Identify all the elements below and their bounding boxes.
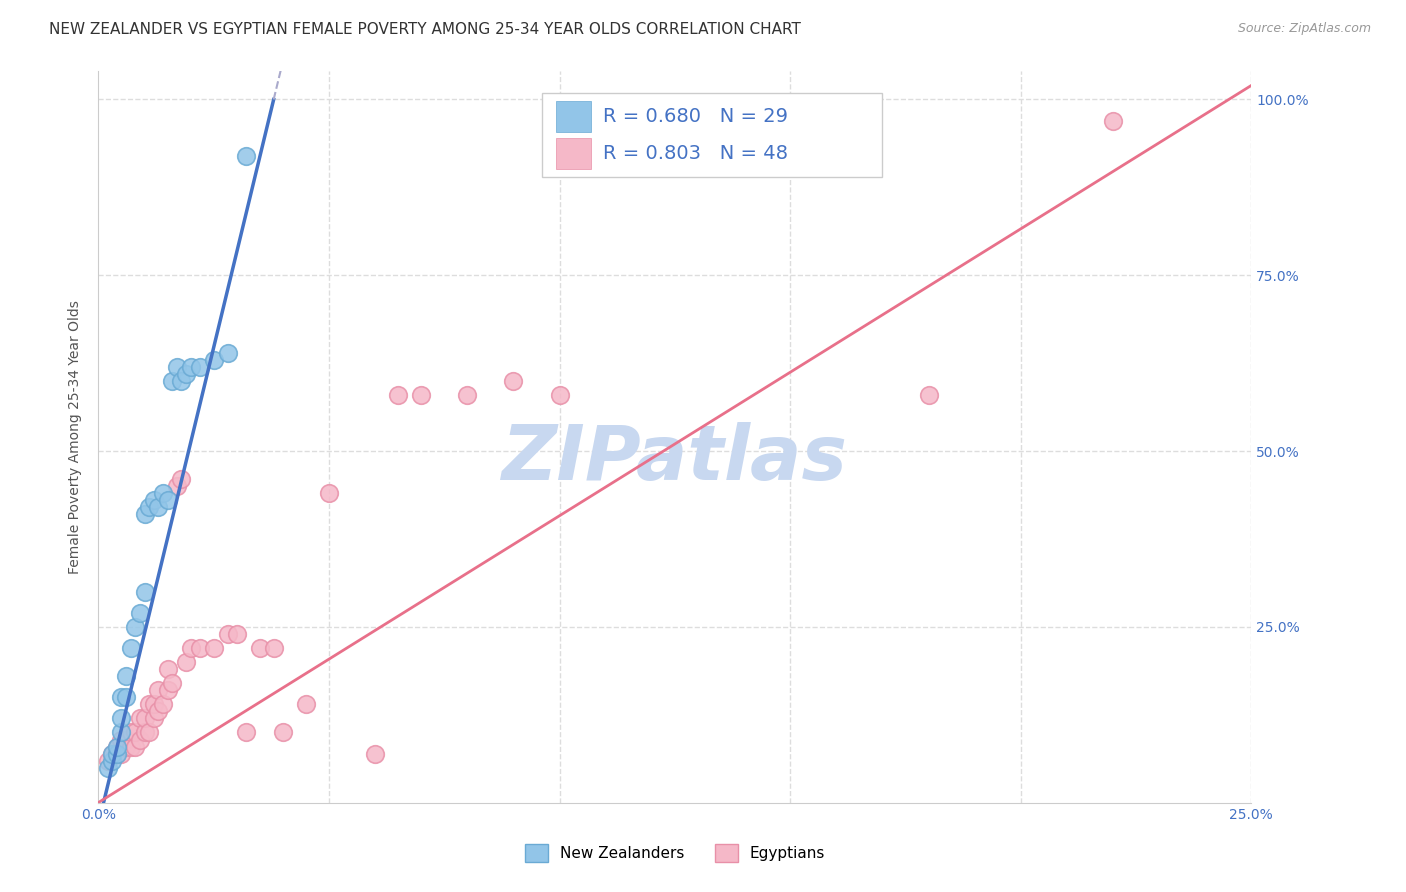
Point bbox=[134, 711, 156, 725]
Point bbox=[202, 641, 225, 656]
Point bbox=[138, 725, 160, 739]
Point bbox=[174, 367, 197, 381]
Point bbox=[124, 725, 146, 739]
Point bbox=[387, 388, 409, 402]
Point bbox=[105, 747, 128, 761]
Point bbox=[105, 747, 128, 761]
Text: NEW ZEALANDER VS EGYPTIAN FEMALE POVERTY AMONG 25-34 YEAR OLDS CORRELATION CHART: NEW ZEALANDER VS EGYPTIAN FEMALE POVERTY… bbox=[49, 22, 801, 37]
Point bbox=[148, 705, 170, 719]
Point bbox=[101, 754, 124, 768]
Point bbox=[263, 641, 285, 656]
Point bbox=[110, 711, 132, 725]
Point bbox=[249, 641, 271, 656]
Text: R = 0.803   N = 48: R = 0.803 N = 48 bbox=[603, 144, 789, 162]
Point bbox=[120, 641, 142, 656]
Point bbox=[97, 754, 120, 768]
Point bbox=[180, 359, 202, 374]
Point bbox=[271, 725, 294, 739]
Point bbox=[115, 732, 138, 747]
Point bbox=[101, 747, 124, 761]
Point bbox=[548, 388, 571, 402]
Point bbox=[142, 493, 165, 508]
Point bbox=[217, 627, 239, 641]
Point bbox=[188, 641, 211, 656]
Point bbox=[129, 711, 152, 725]
Point bbox=[142, 711, 165, 725]
Point bbox=[202, 352, 225, 367]
FancyBboxPatch shape bbox=[557, 138, 591, 169]
Point bbox=[160, 676, 183, 690]
Point bbox=[188, 359, 211, 374]
Y-axis label: Female Poverty Among 25-34 Year Olds: Female Poverty Among 25-34 Year Olds bbox=[67, 300, 82, 574]
Point bbox=[120, 739, 142, 754]
Point bbox=[502, 374, 524, 388]
Point bbox=[134, 584, 156, 599]
Point bbox=[170, 374, 193, 388]
Point bbox=[120, 725, 142, 739]
Text: Source: ZipAtlas.com: Source: ZipAtlas.com bbox=[1237, 22, 1371, 36]
Point bbox=[456, 388, 478, 402]
Point bbox=[170, 472, 193, 486]
Point bbox=[138, 500, 160, 515]
Point bbox=[152, 698, 174, 712]
Point bbox=[295, 698, 318, 712]
Text: ZIPatlas: ZIPatlas bbox=[502, 422, 848, 496]
Point bbox=[1102, 113, 1125, 128]
Point bbox=[156, 662, 179, 676]
FancyBboxPatch shape bbox=[543, 94, 883, 178]
Point bbox=[166, 479, 188, 493]
Point bbox=[110, 690, 132, 705]
Point bbox=[148, 683, 170, 698]
Point bbox=[318, 486, 340, 500]
Point bbox=[124, 739, 146, 754]
Point bbox=[115, 669, 138, 683]
Point bbox=[138, 698, 160, 712]
Point bbox=[160, 374, 183, 388]
Point bbox=[217, 345, 239, 359]
Point bbox=[134, 725, 156, 739]
Point bbox=[105, 739, 128, 754]
Point bbox=[411, 388, 433, 402]
Point bbox=[105, 739, 128, 754]
Point bbox=[142, 698, 165, 712]
Point bbox=[124, 620, 146, 634]
Point bbox=[129, 732, 152, 747]
Point bbox=[180, 641, 202, 656]
Point bbox=[97, 761, 120, 775]
Point bbox=[110, 747, 132, 761]
Point bbox=[110, 725, 132, 739]
Point bbox=[101, 747, 124, 761]
Point bbox=[166, 359, 188, 374]
Point bbox=[134, 508, 156, 522]
Point bbox=[235, 149, 257, 163]
Point bbox=[156, 683, 179, 698]
Point bbox=[115, 690, 138, 705]
Point bbox=[148, 500, 170, 515]
Point bbox=[225, 627, 247, 641]
Point bbox=[235, 725, 257, 739]
Point bbox=[174, 655, 197, 669]
Point bbox=[115, 739, 138, 754]
Text: R = 0.680   N = 29: R = 0.680 N = 29 bbox=[603, 107, 789, 126]
Point bbox=[156, 493, 179, 508]
FancyBboxPatch shape bbox=[557, 102, 591, 132]
Point bbox=[917, 388, 939, 402]
Legend: New Zealanders, Egyptians: New Zealanders, Egyptians bbox=[519, 838, 831, 868]
Point bbox=[364, 747, 387, 761]
Point bbox=[110, 732, 132, 747]
Point bbox=[152, 486, 174, 500]
Point bbox=[129, 606, 152, 620]
